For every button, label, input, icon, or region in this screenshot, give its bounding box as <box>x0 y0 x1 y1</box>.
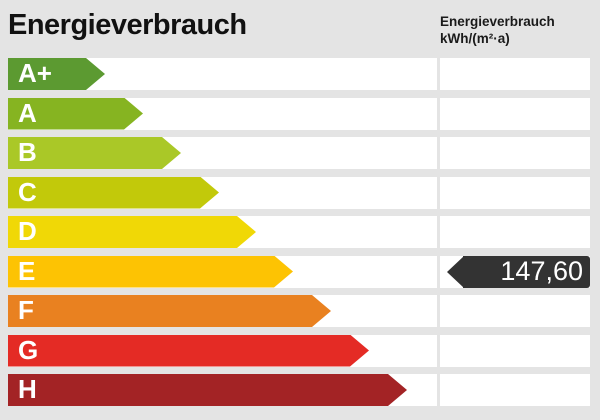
grade-label: G <box>18 334 39 365</box>
value-cell <box>440 295 590 327</box>
marker-left-arrow-icon <box>447 255 464 288</box>
value-cell <box>440 97 590 130</box>
value-cell <box>440 137 590 169</box>
value-cell <box>440 58 590 90</box>
grade-label: C <box>18 176 37 207</box>
grade-label: D <box>18 216 37 246</box>
unit-label-line2: kWh/(m²·a) <box>440 31 510 46</box>
grade-label: A <box>18 97 37 128</box>
scale-row: E 147,60 <box>8 255 590 288</box>
value-cell <box>440 176 590 209</box>
scale-row: G <box>8 334 590 367</box>
bar-track: C <box>8 176 437 209</box>
bar-track: D <box>8 216 437 248</box>
bar-track: E <box>8 255 437 288</box>
scale-row: A <box>8 97 590 130</box>
scale-row: H <box>8 374 590 406</box>
grade-label: E <box>18 255 36 286</box>
grade-label: H <box>18 374 37 404</box>
scale-row: B <box>8 137 590 169</box>
bar-track: A <box>8 97 437 130</box>
unit-label-line1: Energieverbrauch <box>440 14 555 29</box>
grade-arrow-bar: H <box>8 374 407 406</box>
grade-arrow-bar: D <box>8 216 256 248</box>
header: Energieverbrauch Energieverbrauch kWh/(m… <box>0 0 600 58</box>
grade-arrow-bar: A+ <box>8 58 105 90</box>
grade-label: B <box>18 137 37 167</box>
grade-arrow-bar: F <box>8 295 331 327</box>
grade-arrow-bar: C <box>8 177 219 209</box>
bar-track: F <box>8 295 437 327</box>
value-cell <box>440 216 590 248</box>
grade-label: A+ <box>18 58 52 88</box>
grade-arrow-bar: E <box>8 256 293 288</box>
unit-label: Energieverbrauch kWh/(m²·a) <box>440 10 590 47</box>
bar-track: B <box>8 137 437 169</box>
bar-track: H <box>8 374 437 406</box>
value-cell <box>440 334 590 367</box>
scale-row: C <box>8 176 590 209</box>
page-title: Energieverbrauch <box>8 9 247 41</box>
grade-arrow-bar: B <box>8 137 181 169</box>
grade-arrow-bar: G <box>8 335 369 367</box>
value-marker: 147,60 <box>447 255 590 288</box>
bar-track: G <box>8 334 437 367</box>
scale-rows: A+ A B C D <box>0 58 600 406</box>
scale-row: F <box>8 295 590 327</box>
scale-row: D <box>8 216 590 248</box>
scale-row: A+ <box>8 58 590 90</box>
marker-value: 147,60 <box>463 255 590 288</box>
value-cell <box>440 374 590 406</box>
value-cell: 147,60 <box>440 255 590 288</box>
grade-arrow-bar: A <box>8 98 143 130</box>
bar-track: A+ <box>8 58 437 90</box>
grade-label: F <box>18 295 34 325</box>
